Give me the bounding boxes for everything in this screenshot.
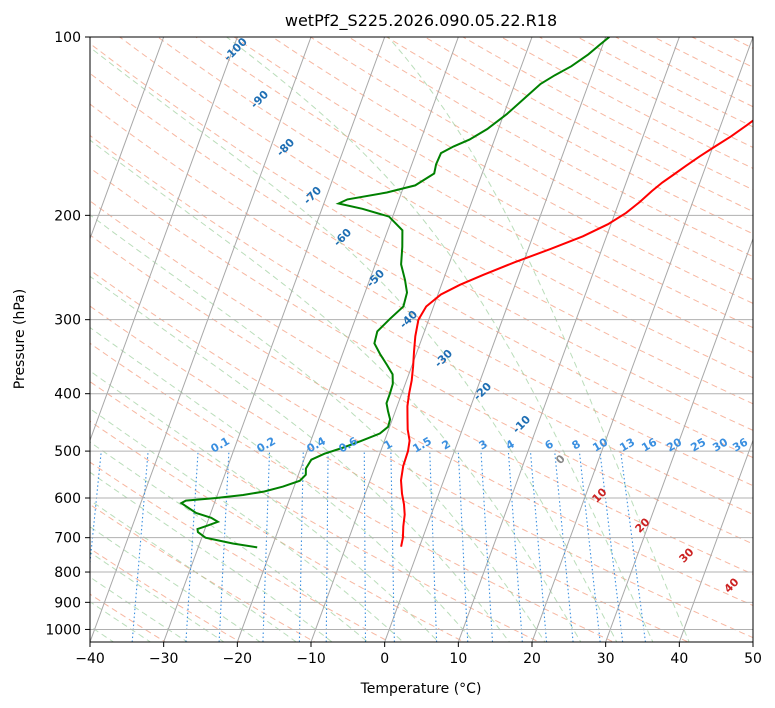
x-tick-label: 0 xyxy=(380,651,389,667)
isotherm-line xyxy=(90,37,238,442)
isotherm-line xyxy=(310,37,533,642)
plot-frame xyxy=(89,36,754,643)
dewpoint-profile-line xyxy=(179,37,610,549)
axis-ticks: −40 −30 −20 −10 0 10 20 30 40 50 1000 900 800 700 600 5… xyxy=(45,30,762,667)
mixing-ratio-line xyxy=(218,451,230,642)
dry-adiabat xyxy=(347,37,753,258)
isotherm-line xyxy=(90,37,165,241)
x-tick-label: 30 xyxy=(597,651,615,667)
isotherm-line xyxy=(236,37,459,642)
dry-adiabat xyxy=(90,103,753,487)
dry-adiabat xyxy=(90,420,466,642)
x-tick-label: 40 xyxy=(670,651,688,667)
moist-adiabat xyxy=(90,526,262,642)
dry-adiabat xyxy=(233,37,753,329)
isotherm-line xyxy=(384,37,607,642)
y-tick-label: 500 xyxy=(54,444,81,460)
dry-adiabat xyxy=(90,72,753,459)
x-tick-label: 50 xyxy=(744,651,762,667)
isotherm-line xyxy=(605,237,753,642)
x-tick-label: −40 xyxy=(75,651,105,667)
dry-adiabat xyxy=(90,342,615,642)
x-tick-label: −30 xyxy=(149,651,179,667)
dry-adiabat xyxy=(90,305,690,642)
mixing-ratio-line xyxy=(325,451,329,642)
isotherm-line xyxy=(531,37,753,642)
mixing-ratio-line xyxy=(457,451,469,642)
moist-adiabat xyxy=(90,551,225,642)
isotherm-line xyxy=(457,37,680,642)
mixing-ratio-line xyxy=(429,451,438,642)
y-tick-label: 400 xyxy=(54,387,81,403)
mixing-ratio-line xyxy=(298,451,304,642)
dry-adiabat xyxy=(90,200,753,575)
dry-adiabat xyxy=(309,37,753,281)
x-tick-label: −10 xyxy=(296,651,326,667)
mixing-ratio-line xyxy=(363,451,367,642)
y-tick-label: 200 xyxy=(54,208,81,224)
isotherm-line xyxy=(678,438,753,642)
isotherm-line xyxy=(163,37,386,642)
y-tick-label: 600 xyxy=(54,491,81,507)
chart-title: wetPf2_S225.2026.090.05.22.R18 xyxy=(285,11,557,31)
temperature-profile-line xyxy=(399,119,753,547)
x-axis-label: Temperature (°C) xyxy=(360,681,482,697)
y-tick-label: 1000 xyxy=(45,622,81,638)
x-tick-label: 20 xyxy=(523,651,541,667)
moist-adiabat xyxy=(90,46,618,642)
y-axis-label: Pressure (hPa) xyxy=(12,289,28,389)
mixing-ratio-line xyxy=(262,451,271,642)
mixing-ratio-line xyxy=(390,451,395,642)
mixing-ratio-line xyxy=(185,451,199,642)
dry-adiabat xyxy=(90,269,753,639)
profile-series xyxy=(179,37,753,549)
y-tick-label: 800 xyxy=(54,565,81,581)
dry-adiabat xyxy=(271,37,753,304)
moist-adiabat xyxy=(90,275,510,642)
y-tick-label: 900 xyxy=(54,595,81,611)
y-tick-label: 300 xyxy=(54,313,81,329)
x-tick-label: 10 xyxy=(449,651,467,667)
moist-adiabat xyxy=(387,37,690,642)
dry-adiabat xyxy=(156,37,753,379)
moist-adiabat xyxy=(90,499,298,642)
dry-adiabat xyxy=(90,42,753,431)
isotherm-line xyxy=(90,37,312,642)
dry-adiabat xyxy=(195,37,753,354)
pressure-gridlines xyxy=(90,37,753,630)
mixing-ratio-line xyxy=(480,451,494,642)
dry-adiabat xyxy=(385,37,753,235)
y-tick-label: 700 xyxy=(54,531,81,547)
dry-adiabat xyxy=(118,37,753,405)
dry-adiabat xyxy=(90,461,391,642)
x-tick-label: −20 xyxy=(223,651,253,667)
y-tick-label: 100 xyxy=(54,30,81,46)
